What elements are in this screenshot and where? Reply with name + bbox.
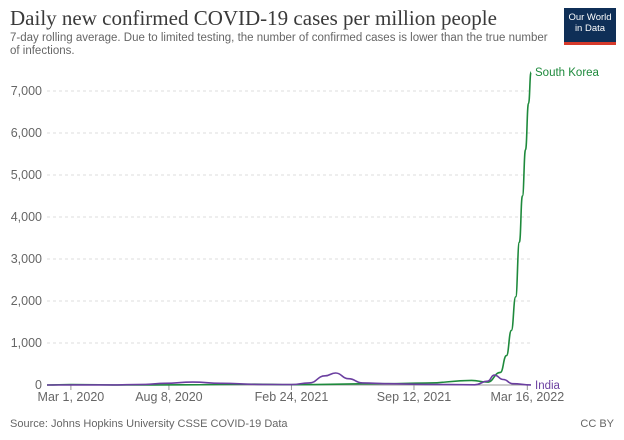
y-tick-label: 2,000 <box>11 294 42 308</box>
series-lines <box>46 71 532 386</box>
x-tick-label: Mar 16, 2022 <box>490 390 564 404</box>
y-tick-label: 0 <box>35 378 42 392</box>
chart-title: Daily new confirmed COVID-19 cases per m… <box>10 6 497 30</box>
y-tick-label: 1,000 <box>11 336 42 350</box>
x-tick-label: Aug 8, 2020 <box>135 390 202 404</box>
x-axis: Mar 1, 2020 Aug 8, 2020 Feb 24, 2021 Sep 12… <box>38 384 564 404</box>
series-line-india <box>46 372 532 386</box>
y-tick-label: 3,000 <box>11 252 42 266</box>
owid-logo[interactable]: Our World in Data <box>564 8 616 45</box>
series-line-south-korea <box>46 71 532 386</box>
logo-line-1: Our World <box>568 12 612 23</box>
x-tick-label: Feb 24, 2021 <box>255 390 329 404</box>
x-tick-label: Mar 1, 2020 <box>38 390 105 404</box>
license-link[interactable]: CC BY <box>580 418 614 430</box>
logo-line-2: in Data <box>574 23 606 34</box>
y-tick-label: 6,000 <box>11 126 42 140</box>
y-axis: 0 1,000 2,000 3,000 4,000 5,000 6,000 7,000 <box>11 84 42 392</box>
gridlines <box>47 90 531 344</box>
y-tick-label: 4,000 <box>11 210 42 224</box>
y-tick-label: 7,000 <box>11 84 42 98</box>
y-tick-label: 5,000 <box>11 168 42 182</box>
series-label-south-korea: South Korea <box>535 67 600 79</box>
chart-subtitle: 7-day rolling average. Due to limited te… <box>10 32 548 57</box>
x-tick-label: Sep 12, 2021 <box>377 390 451 404</box>
source-note: Source: Johns Hopkins University CSSE CO… <box>10 418 288 430</box>
series-labels: South Korea India <box>535 67 600 392</box>
series-label-india: India <box>535 380 561 392</box>
